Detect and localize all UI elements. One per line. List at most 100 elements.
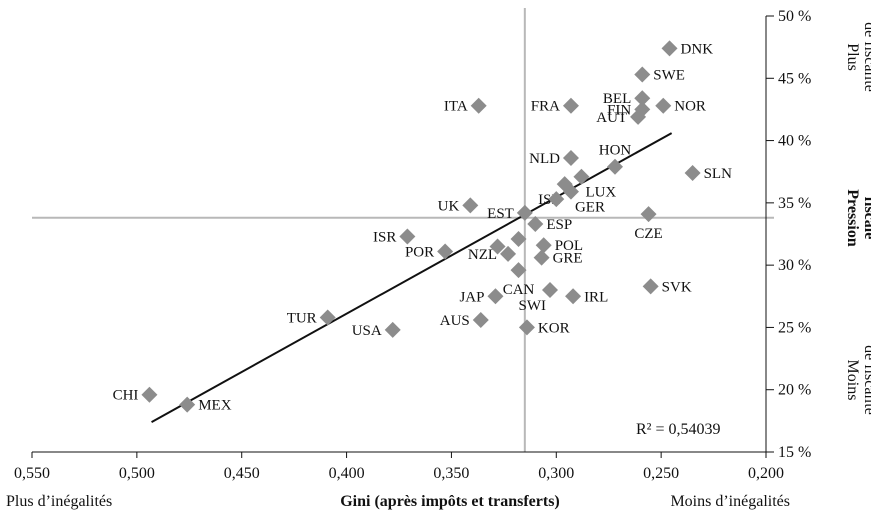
data-point-marker bbox=[470, 97, 487, 114]
data-point-label: IRL bbox=[584, 289, 608, 305]
data-point-label: FRA bbox=[531, 99, 560, 115]
y-bottom-note-line2: de fiscalité bbox=[861, 345, 871, 415]
data-point-label: AUT bbox=[596, 110, 627, 126]
data-point-marker bbox=[527, 216, 544, 233]
x-tick-label: 0,400 bbox=[329, 465, 365, 482]
data-point-marker bbox=[487, 288, 504, 305]
x-tick-label: 0,550 bbox=[14, 465, 50, 482]
data-point-label: EST bbox=[487, 206, 514, 222]
data-point-label: SLN bbox=[704, 166, 733, 182]
y-tick-label: 45 % bbox=[778, 70, 811, 87]
y-tick-label: 35 % bbox=[778, 195, 811, 212]
data-points: DNKSWEBELITAFRAFINNORAUTHONNLDSLNLUXISLG… bbox=[113, 40, 733, 414]
data-point-label: ESP bbox=[546, 217, 572, 233]
data-point-marker bbox=[640, 206, 657, 223]
x-axis-ticks: 0,550 0,500 0,450 0,400 0,350 0,300 0,250 0,200 bbox=[14, 452, 784, 482]
data-point-label: AUS bbox=[440, 313, 470, 329]
data-point-marker bbox=[573, 168, 590, 185]
y-axis-title-line1: Pression bbox=[844, 189, 861, 247]
y-axis-title-line2: fiscale bbox=[861, 197, 871, 240]
data-point-label: MEX bbox=[198, 398, 232, 414]
data-point-label: GER bbox=[575, 200, 605, 216]
data-point-marker bbox=[489, 238, 506, 255]
data-point-marker bbox=[642, 278, 659, 295]
data-point-label: FIN bbox=[607, 102, 631, 118]
x-axis-title: Gini (après impôts et transferts) bbox=[340, 493, 560, 510]
data-point-label: BEL bbox=[603, 91, 631, 107]
data-point-marker bbox=[518, 319, 535, 336]
data-point-marker bbox=[661, 40, 678, 57]
data-point-marker bbox=[533, 249, 550, 266]
y-axis-bottom-note: Moins de fiscalité bbox=[844, 345, 871, 415]
data-point-label: SWE bbox=[653, 68, 685, 84]
data-point-marker bbox=[500, 245, 517, 262]
data-point-marker bbox=[141, 386, 158, 403]
data-point-marker bbox=[630, 108, 647, 125]
data-point-marker bbox=[548, 191, 565, 208]
data-point-marker bbox=[634, 90, 651, 107]
data-point-label: LUX bbox=[585, 185, 616, 201]
data-point-label: KOR bbox=[538, 320, 570, 336]
data-point-label: SVK bbox=[662, 279, 692, 295]
y-tick-label: 50 % bbox=[778, 8, 811, 25]
y-tick-label: 15 % bbox=[778, 444, 811, 461]
y-tick-label: 25 % bbox=[778, 319, 811, 336]
y-axis-top-note: Plus de fiscalité bbox=[844, 22, 871, 92]
x-tick-label: 0,500 bbox=[119, 465, 155, 482]
y-axis-title: Pression fiscale bbox=[844, 189, 871, 247]
x-axis-right-note: Moins d’inégalités bbox=[670, 493, 790, 510]
data-point-marker bbox=[684, 164, 701, 181]
data-point-label: POR bbox=[405, 244, 434, 260]
data-point-marker bbox=[562, 183, 579, 200]
y-axis-ticks: 15 % 20 % 25 % 30 % 35 % 40 % 45 % 50 % bbox=[766, 8, 811, 461]
data-point-marker bbox=[541, 282, 558, 299]
data-point-marker bbox=[462, 197, 479, 214]
data-point-marker bbox=[384, 321, 401, 338]
data-point-marker bbox=[607, 158, 624, 175]
data-point-label: POL bbox=[555, 238, 583, 254]
y-tick-label: 40 % bbox=[778, 133, 811, 150]
data-point-label: ISR bbox=[373, 229, 396, 245]
x-tick-label: 0,350 bbox=[433, 465, 469, 482]
data-point-label: NZL bbox=[468, 247, 497, 263]
data-point-label: CZE bbox=[634, 226, 662, 242]
data-point-marker bbox=[634, 66, 651, 83]
data-point-label: DNK bbox=[681, 41, 714, 57]
data-point-marker bbox=[437, 243, 454, 260]
data-point-label: ITA bbox=[444, 99, 468, 115]
data-point-label: USA bbox=[352, 323, 382, 339]
data-point-marker bbox=[510, 230, 527, 247]
trendline bbox=[151, 132, 673, 423]
data-point-marker bbox=[562, 150, 579, 167]
y-top-note-line1: Plus bbox=[844, 43, 861, 71]
data-point-marker bbox=[399, 228, 416, 245]
data-point-marker bbox=[655, 97, 672, 114]
data-point-label: NOR bbox=[674, 99, 706, 115]
data-point-marker bbox=[565, 288, 582, 305]
data-point-marker bbox=[562, 97, 579, 114]
y-tick-label: 30 % bbox=[778, 257, 811, 274]
data-point-label: SWI bbox=[518, 298, 546, 314]
data-point-marker bbox=[319, 309, 336, 326]
data-point-marker bbox=[510, 262, 527, 279]
data-point-label: JAP bbox=[459, 289, 484, 305]
r-squared-label: R² = 0,54039 bbox=[636, 421, 721, 438]
x-tick-label: 0,200 bbox=[748, 465, 784, 482]
data-point-marker bbox=[179, 396, 196, 413]
data-point-label: CAN bbox=[503, 282, 535, 298]
x-axis-left-note: Plus d’inégalités bbox=[6, 493, 112, 510]
y-top-note-line2: de fiscalité bbox=[861, 22, 871, 92]
x-tick-label: 0,250 bbox=[643, 465, 679, 482]
data-point-marker bbox=[472, 311, 489, 328]
data-point-label: NLD bbox=[529, 151, 560, 167]
data-point-marker bbox=[516, 204, 533, 221]
x-tick-label: 0,300 bbox=[538, 465, 574, 482]
data-point-label: GRE bbox=[553, 251, 583, 267]
data-point-marker bbox=[535, 237, 552, 254]
data-point-label: TUR bbox=[287, 310, 317, 326]
x-tick-label: 0,450 bbox=[224, 465, 260, 482]
y-bottom-note-line1: Moins bbox=[844, 360, 861, 401]
data-point-label: UK bbox=[438, 198, 460, 214]
y-tick-label: 20 % bbox=[778, 382, 811, 399]
